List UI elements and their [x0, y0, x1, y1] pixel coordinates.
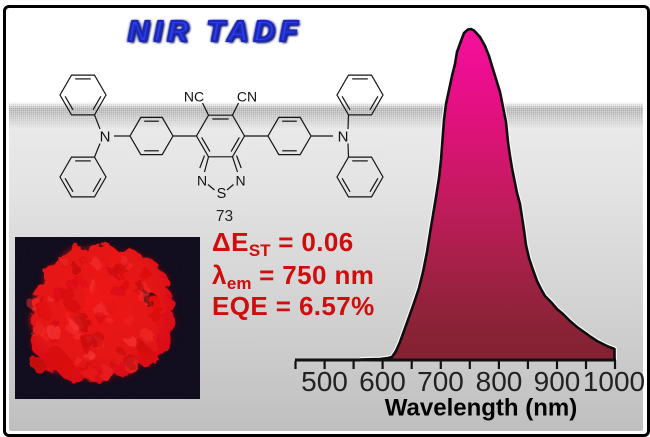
svg-text:700: 700 — [417, 366, 464, 397]
svg-text:CN: CN — [237, 89, 257, 105]
svg-text:N: N — [235, 172, 245, 188]
svg-text:NC: NC — [184, 89, 204, 105]
svg-text:500: 500 — [301, 366, 348, 397]
svg-text:1000: 1000 — [583, 366, 645, 397]
svg-text:Wavelength (nm): Wavelength (nm) — [385, 395, 577, 422]
svg-text:900: 900 — [534, 366, 581, 397]
svg-text:800: 800 — [476, 366, 523, 397]
svg-text:N: N — [100, 129, 111, 146]
svg-text:600: 600 — [359, 366, 406, 397]
svg-text:S: S — [217, 186, 227, 202]
svg-text:N: N — [338, 129, 349, 146]
svg-text:73: 73 — [216, 208, 233, 225]
svg-text:N: N — [197, 172, 207, 188]
